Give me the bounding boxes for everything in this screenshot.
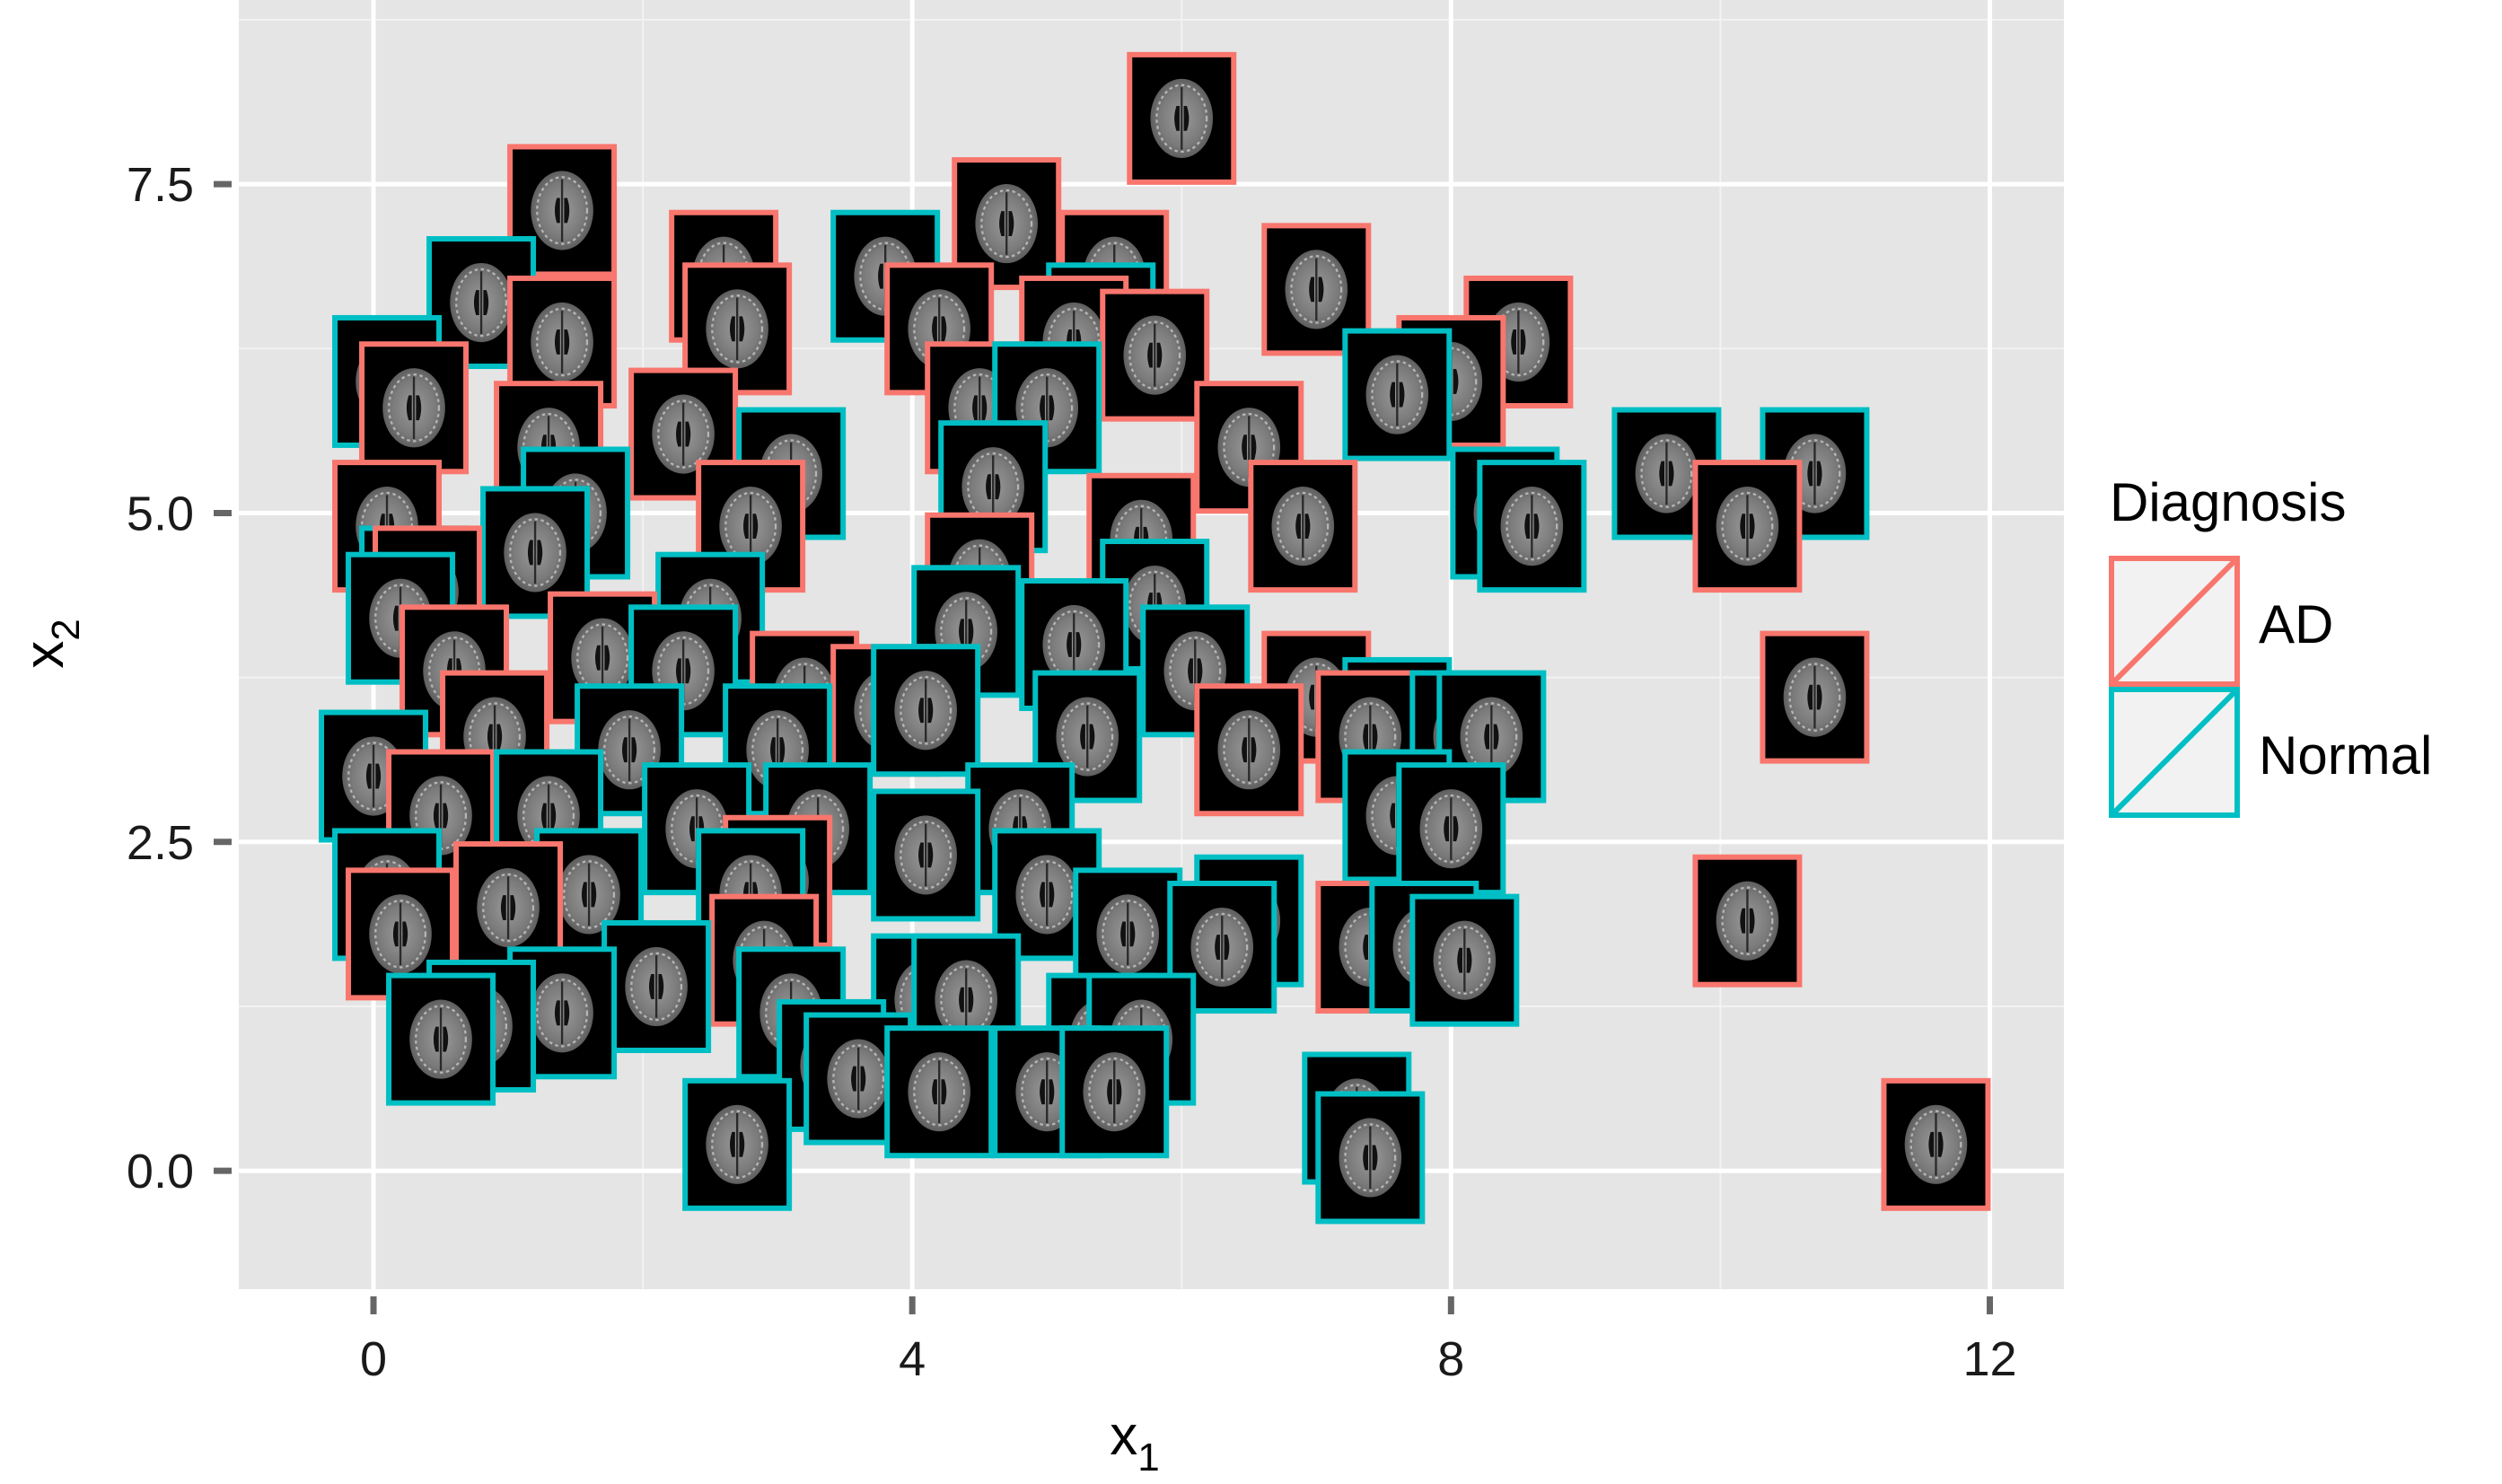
legend-label-normal: Normal	[2259, 725, 2432, 786]
data-point-ad	[952, 157, 1062, 291]
legend: Diagnosis AD Normal	[2109, 472, 2432, 818]
x-axis-title: x1	[1110, 1405, 1159, 1480]
data-point-normal	[1477, 460, 1587, 593]
data-point-normal	[1032, 670, 1143, 803]
data-point-ad	[1692, 460, 1803, 593]
data-point-ad	[1194, 683, 1304, 817]
axis-ticks	[214, 180, 1993, 1314]
data-point-normal	[386, 972, 496, 1106]
data-point-ad	[1248, 460, 1358, 593]
data-point-normal	[480, 486, 591, 619]
y-axis-title: x2	[13, 619, 88, 668]
legend-key-normal	[2109, 687, 2240, 818]
points-layer	[319, 51, 1991, 1225]
data-point-normal	[1167, 881, 1277, 1014]
legend-title: Diagnosis	[2110, 472, 2346, 532]
data-point-normal	[871, 788, 981, 922]
x-tick-label: 12	[1962, 1332, 2016, 1386]
x-tick-label: 4	[899, 1332, 926, 1386]
data-point-normal	[871, 644, 981, 777]
data-point-normal	[1409, 893, 1520, 1027]
legend-label-ad: AD	[2259, 594, 2333, 654]
tick-labels: 0 4 8 12 0.0 2.5 5.0 7.5	[127, 158, 2017, 1386]
data-point-ad	[1881, 1077, 1991, 1211]
data-point-normal	[1315, 1091, 1426, 1225]
y-tick-label: 2.5	[127, 816, 194, 870]
data-point-ad	[1100, 288, 1210, 422]
x-tick-label: 0	[360, 1332, 387, 1386]
data-point-normal	[1342, 328, 1453, 461]
data-point-ad	[507, 144, 618, 277]
data-point-normal	[601, 919, 712, 1053]
data-point-ad	[1760, 630, 1870, 764]
data-point-normal	[1396, 762, 1506, 896]
data-point-normal	[884, 1025, 995, 1159]
data-point-ad	[1692, 854, 1803, 988]
y-tick-label: 5.0	[127, 487, 194, 540]
data-point-ad	[628, 367, 739, 501]
data-point-normal	[1059, 1025, 1170, 1159]
x-tick-label: 8	[1437, 1332, 1464, 1386]
data-point-ad	[1261, 223, 1372, 356]
y-tick-label: 7.5	[127, 158, 194, 212]
data-point-ad	[359, 341, 470, 475]
data-point-normal	[682, 1077, 793, 1211]
y-tick-label: 0.0	[127, 1145, 194, 1199]
legend-key-ad	[2109, 556, 2240, 687]
data-point-ad	[1127, 51, 1237, 185]
